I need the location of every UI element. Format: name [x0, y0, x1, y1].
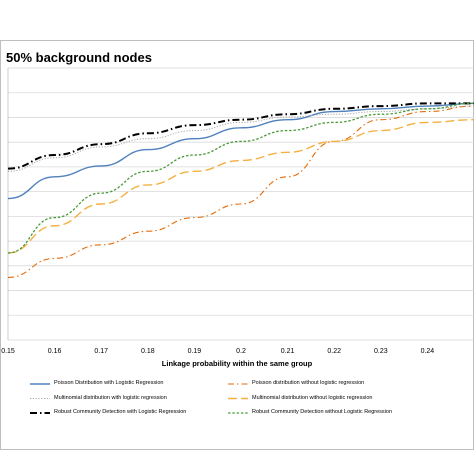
x-tick-label: 0.18 [141, 348, 155, 355]
x-tick-label: 0.23 [374, 348, 388, 355]
series-line-5 [7, 102, 474, 170]
legend-label: Robust Community Detection without Logis… [252, 409, 393, 415]
x-tick-label: 0.21 [281, 348, 295, 355]
series-line-4 [7, 118, 474, 254]
legend-label: Poisson Distribution with Logistic Regre… [54, 380, 164, 386]
chart-title: 50% background nodes [6, 50, 152, 65]
x-tick-label: 0.17 [94, 348, 108, 355]
legend-swatches [30, 383, 248, 414]
x-tick-label: 0.24 [421, 348, 435, 355]
chart-canvas: 0.15 0.16 0.17 0.18 0.19 0.2 0.21 0.22 0.23 0.24 [0, 40, 474, 450]
x-tick-label: 0.16 [48, 348, 62, 355]
legend-label: Robust Community Detection with Logistic… [54, 409, 187, 415]
x-tick-label: 0.19 [188, 348, 202, 355]
x-tick-label: 0.22 [327, 348, 341, 355]
x-axis-label: Linkage probability within the same grou… [161, 359, 313, 368]
series-line-3 [7, 105, 474, 172]
series-line-6 [7, 102, 474, 254]
x-tick-label: 0.2 [236, 348, 246, 355]
series-line-1 [7, 102, 474, 200]
chart-frame: 0.15 0.16 0.17 0.18 0.19 0.2 0.21 0.22 0.23 0.24 [0, 40, 474, 450]
x-tick-label: 0.15 [1, 348, 15, 355]
legend-label: Multinomial distribution without logisti… [252, 394, 373, 401]
legend-label: Multinomial distribution with logistic r… [54, 394, 167, 401]
grid-lines [7, 67, 474, 341]
series-line-2 [7, 105, 474, 278]
x-tick-labels: 0.15 0.16 0.17 0.18 0.19 0.2 0.21 0.22 0.23 0.24 [1, 348, 434, 355]
chart-border [0, 40, 474, 450]
series-lines [7, 102, 474, 278]
legend-label: Poisson distribution without logistic re… [252, 380, 365, 386]
